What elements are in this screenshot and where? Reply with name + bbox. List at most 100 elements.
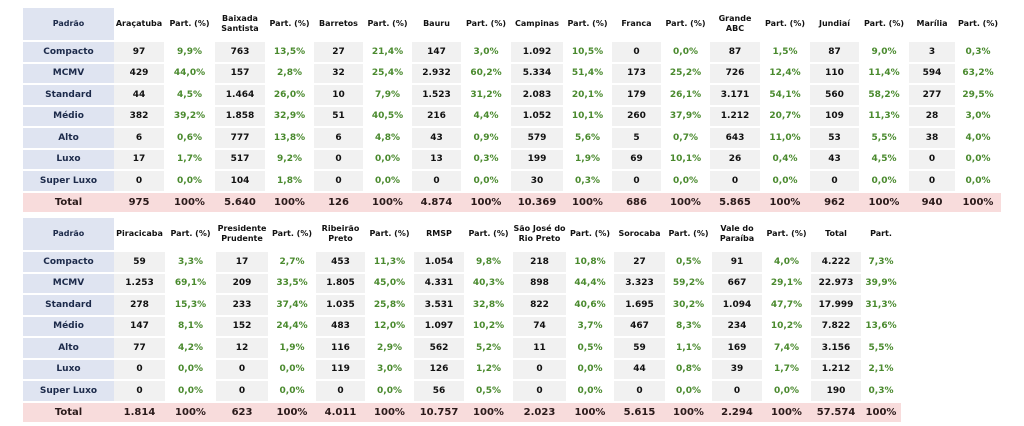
pct-cell: 29,1%	[770, 278, 803, 289]
value-cell: 1.805	[316, 273, 365, 293]
value-cell: 2.083	[511, 85, 563, 105]
pct-cell: 1,5%	[772, 46, 798, 57]
value-cell: 59	[614, 338, 665, 358]
value-cell: 0	[216, 381, 268, 401]
total-value-cell: 2.294	[712, 402, 762, 422]
header-grand-total: Total	[825, 229, 847, 238]
header-padrao: Padrão	[23, 8, 114, 40]
pct-cell: 10,1%	[571, 111, 604, 122]
value-cell: 11	[513, 338, 566, 358]
value-cell: 5.334	[511, 63, 563, 83]
grand-total-cell: 4.222	[811, 252, 861, 272]
pct-cell: 5,2%	[476, 342, 501, 353]
value-cell: 152	[216, 316, 268, 336]
pct-cell: 0,7%	[673, 132, 698, 143]
total-pct-cell: 100%	[365, 402, 414, 422]
grand-pct-cell: 5,5%	[868, 342, 894, 353]
header-pct: Part. (%)	[570, 229, 610, 238]
value-cell: 1.858	[215, 106, 265, 126]
pct-cell: 0,0%	[673, 175, 698, 186]
row-label: Alto	[23, 338, 114, 358]
row-label: Médio	[23, 316, 114, 336]
row-label: MCMV	[23, 273, 114, 293]
value-cell: 10	[314, 85, 363, 105]
header-row: Padrão Piracicaba Part. (%) Presidente P…	[23, 218, 901, 250]
header-city: Araçatuba	[115, 19, 163, 28]
pct-cell: 0,0%	[577, 364, 603, 375]
total-pct-cell: 100%	[464, 402, 513, 422]
row-label: Alto	[23, 128, 114, 148]
header-pct: Part. (%)	[567, 19, 608, 28]
total-value-cell: 623	[216, 402, 268, 422]
value-cell: 667	[712, 273, 762, 293]
pct-cell: 11,3%	[868, 111, 900, 122]
value-cell: 0	[216, 359, 268, 379]
pct-cell: 29,5%	[962, 89, 994, 100]
value-cell: 1.464	[215, 85, 265, 105]
header-padrao: Padrão	[23, 218, 114, 250]
total-value-cell: 126	[314, 192, 363, 212]
pct-cell: 0,0%	[871, 175, 897, 186]
row-label: Médio	[23, 106, 114, 126]
value-cell: 6	[114, 128, 164, 148]
value-cell: 209	[216, 273, 268, 293]
pct-cell: 2,9%	[377, 342, 402, 353]
pct-cell: 0,0%	[965, 154, 991, 165]
value-cell: 1.212	[710, 106, 760, 126]
pct-cell: 63,2%	[962, 68, 994, 79]
pct-cell: 2,8%	[277, 68, 302, 79]
value-cell: 4.331	[414, 273, 464, 293]
header-pct: Part. (%)	[665, 19, 706, 28]
pct-cell: 33,5%	[276, 278, 308, 289]
value-cell: 32	[314, 63, 363, 83]
grand-pct-cell: 7,3%	[868, 256, 894, 267]
header-city: Piracicaba	[116, 229, 163, 238]
pct-cell: 0,0%	[279, 364, 305, 375]
value-cell: 278	[114, 295, 165, 315]
pct-cell: 13,8%	[273, 132, 306, 143]
header-city: Bauru	[423, 19, 450, 28]
value-cell: 0	[114, 381, 165, 401]
pct-cell: 40,6%	[574, 299, 606, 310]
header-city: RMSP	[426, 229, 452, 238]
table-row: Alto 6 0,6% 777 13,8% 6 4,8% 43 0,9% 579 5,6% 5 0,7%…	[23, 128, 1001, 148]
pct-cell: 1,9%	[279, 342, 305, 353]
value-cell: 43	[412, 128, 461, 148]
pct-cell: 0,0%	[375, 175, 400, 186]
pct-cell: 0,0%	[965, 175, 991, 186]
value-cell: 59	[114, 252, 165, 272]
total-pct-cell: 100%	[760, 192, 810, 212]
value-cell: 429	[114, 63, 164, 83]
value-cell: 199	[511, 149, 563, 169]
header-city: Vale do Paraíba	[719, 224, 755, 243]
pct-cell: 0,8%	[676, 364, 701, 375]
value-cell: 56	[414, 381, 464, 401]
value-cell: 39	[712, 359, 762, 379]
pct-cell: 5,6%	[575, 132, 600, 143]
header-pct: Part. (%)	[765, 19, 805, 28]
pct-cell: 4,5%	[177, 89, 202, 100]
header-city: Grande ABC	[718, 14, 752, 33]
value-cell: 0	[114, 171, 164, 191]
header-city: Sorocaba	[618, 229, 661, 238]
value-cell: 277	[909, 85, 955, 105]
value-cell: 777	[215, 128, 265, 148]
pct-cell: 12,0%	[373, 321, 406, 332]
pct-cell: 4,5%	[871, 154, 897, 165]
pct-cell: 7,9%	[375, 89, 400, 100]
total-value-cell: 975	[114, 192, 164, 212]
grand-total-pct: 100%	[861, 402, 901, 422]
pct-cell: 12,4%	[769, 68, 801, 79]
header-pct: Part. (%)	[668, 229, 709, 238]
value-cell: 0	[314, 149, 363, 169]
pct-cell: 10,2%	[770, 321, 803, 332]
total-row: Total 975 100% 5.640 100% 126 100% 4.874 100% 10.…	[23, 192, 1001, 212]
value-cell: 87	[810, 42, 859, 62]
header-pct: Part. (%)	[367, 19, 408, 28]
pct-cell: 0,0%	[178, 385, 203, 396]
grand-pct-cell: 31,3%	[865, 299, 897, 310]
grand-pct-cell: 39,9%	[865, 278, 897, 289]
value-cell: 97	[114, 42, 164, 62]
value-cell: 3.323	[614, 273, 665, 293]
table-row: Luxo 17 1,7% 517 9,2% 0 0,0% 13 0,3% 199 1,9% 69 10,…	[23, 149, 1001, 169]
